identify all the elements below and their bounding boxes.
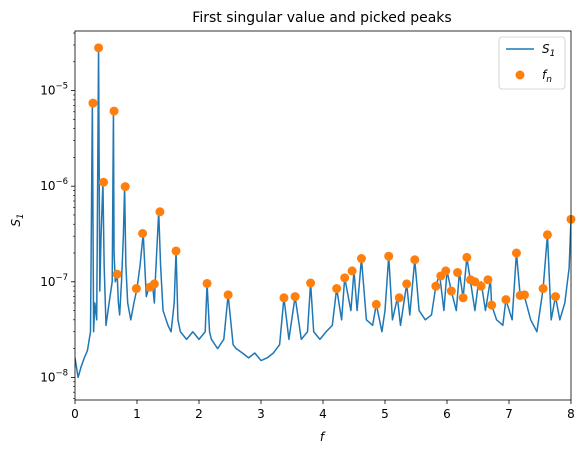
peak-marker	[149, 279, 159, 289]
peak-marker	[171, 246, 181, 256]
peak-marker	[458, 293, 468, 303]
peak-marker	[109, 106, 119, 116]
legend-entry-series-2-main: f	[542, 68, 548, 82]
peak-marker	[371, 299, 381, 309]
peak-marker	[290, 292, 300, 302]
peak-marker	[112, 269, 122, 279]
peak-marker	[155, 207, 165, 217]
x-tick-label: 3	[257, 407, 265, 421]
x-tick-label: 7	[505, 407, 513, 421]
peak-marker	[446, 286, 456, 296]
peak-marker	[332, 284, 342, 294]
peak-marker	[384, 251, 394, 261]
peak-marker	[431, 281, 441, 291]
plot-frame	[74, 30, 572, 401]
peak-marker	[99, 177, 109, 187]
peak-marker	[340, 273, 350, 283]
y-tick-label: 10−7	[40, 273, 68, 289]
peak-marker	[394, 293, 404, 303]
y-axis-label-subscript: 1	[16, 213, 26, 219]
y-axis: 10−8 10−7 10−6 10−5	[40, 32, 75, 399]
peak-marker	[483, 275, 493, 285]
x-tick-label: 0	[71, 407, 79, 421]
peak-marker	[94, 43, 104, 53]
peak-marker	[279, 293, 289, 303]
peak-marker	[131, 284, 141, 294]
y-tick-label: 10−8	[40, 368, 68, 384]
x-tick-label: 2	[195, 407, 203, 421]
peak-marker	[347, 266, 357, 276]
y-tick-label: 10−6	[40, 177, 68, 193]
x-tick-label: 1	[133, 407, 141, 421]
peak-marker	[551, 292, 560, 302]
x-tick-label: 8	[567, 407, 575, 421]
series-line-s1	[75, 47, 571, 379]
y-tick-label: 10−5	[40, 82, 68, 98]
peak-marker	[520, 290, 529, 300]
peak-marker	[511, 248, 521, 258]
peak-marker	[306, 278, 316, 288]
peak-marker	[501, 295, 511, 305]
peak-marker	[462, 252, 472, 262]
peak-marker	[476, 281, 486, 291]
legend-box	[498, 36, 566, 90]
legend-entry-series-2: fn	[542, 68, 552, 85]
peak-marker	[441, 266, 451, 276]
y-axis-label-main: S	[9, 219, 23, 227]
x-axis-label: f	[320, 430, 326, 444]
legend-entry-series-1-subscript: 1	[550, 49, 556, 59]
legend: S1 fn	[498, 36, 566, 90]
peak-marker	[402, 279, 412, 289]
peak-marker	[88, 98, 98, 108]
peak-marker	[223, 290, 233, 300]
peak-marker	[410, 255, 420, 265]
legend-entry-series-1: S1	[542, 42, 555, 59]
peak-marker	[538, 284, 548, 294]
chart-title: First singular value and picked peaks	[192, 10, 451, 26]
x-axis: 0 1 2 3 4 5 6 7 8	[71, 400, 575, 421]
x-tick-label: 6	[443, 407, 451, 421]
y-axis-label: S1	[9, 213, 26, 226]
plot-area	[75, 43, 576, 379]
x-tick-label: 4	[319, 407, 327, 421]
peak-marker	[356, 254, 366, 264]
legend-marker-swatch	[515, 70, 525, 80]
legend-entry-series-2-subscript: n	[546, 75, 552, 85]
peak-marker	[453, 268, 463, 278]
legend-entry-series-1-main: S	[542, 42, 550, 56]
peak-marker	[202, 278, 212, 288]
peak-marker	[138, 228, 148, 238]
peak-marker	[487, 300, 497, 310]
x-tick-label: 5	[381, 407, 389, 421]
peak-marker	[542, 230, 552, 240]
peak-marker	[120, 182, 130, 192]
